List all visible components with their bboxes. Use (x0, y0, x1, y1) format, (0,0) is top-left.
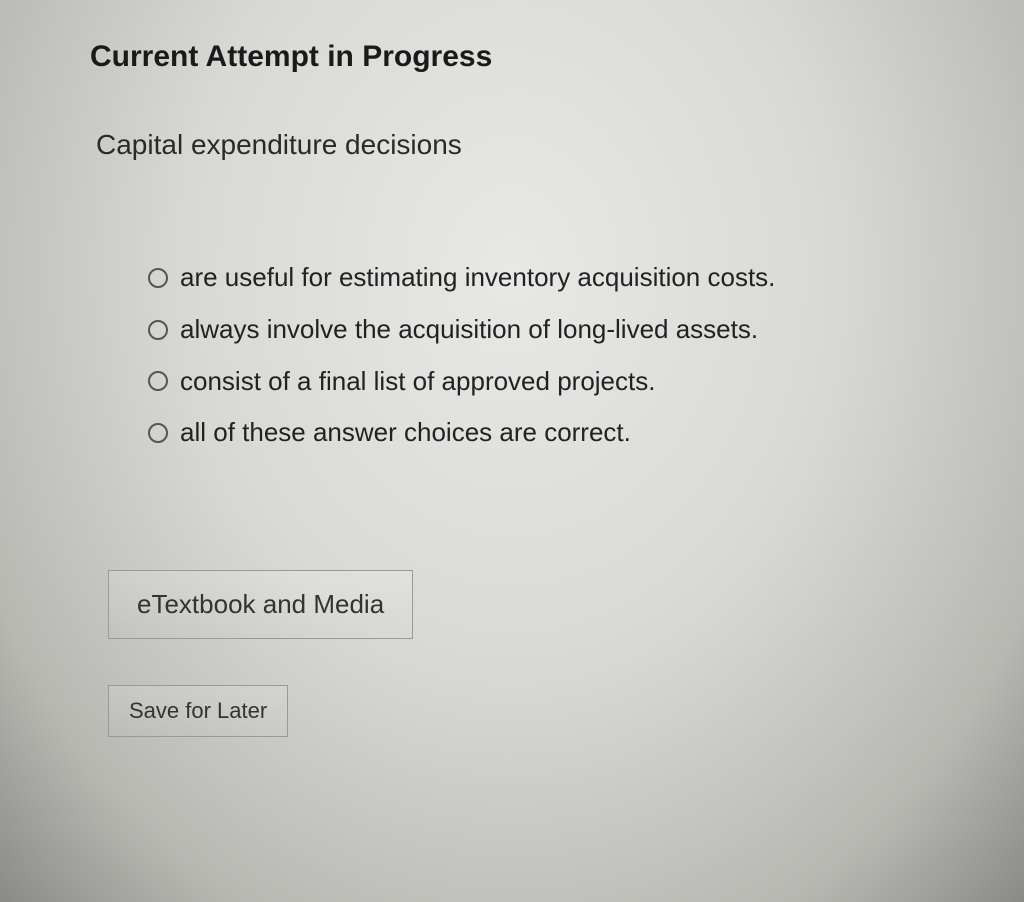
save-for-later-button[interactable]: Save for Later (108, 685, 288, 737)
option-label[interactable]: always involve the acquisition of long-l… (180, 313, 758, 347)
option-row[interactable]: always involve the acquisition of long-l… (148, 313, 984, 347)
etextbook-media-button[interactable]: eTextbook and Media (108, 570, 413, 639)
options-group: are useful for estimating inventory acqu… (148, 261, 984, 450)
radio-icon[interactable] (148, 268, 168, 288)
option-label[interactable]: all of these answer choices are correct. (180, 416, 631, 450)
option-row[interactable]: all of these answer choices are correct. (148, 416, 984, 450)
attempt-heading: Current Attempt in Progress (90, 40, 984, 74)
option-label[interactable]: are useful for estimating inventory acqu… (180, 261, 775, 295)
question-panel: Current Attempt in Progress Capital expe… (0, 0, 1024, 777)
option-label[interactable]: consist of a final list of approved proj… (180, 365, 655, 399)
option-row[interactable]: consist of a final list of approved proj… (148, 365, 984, 399)
radio-icon[interactable] (148, 320, 168, 340)
option-row[interactable]: are useful for estimating inventory acqu… (148, 261, 984, 295)
radio-icon[interactable] (148, 423, 168, 443)
radio-icon[interactable] (148, 371, 168, 391)
question-text: Capital expenditure decisions (96, 129, 984, 161)
